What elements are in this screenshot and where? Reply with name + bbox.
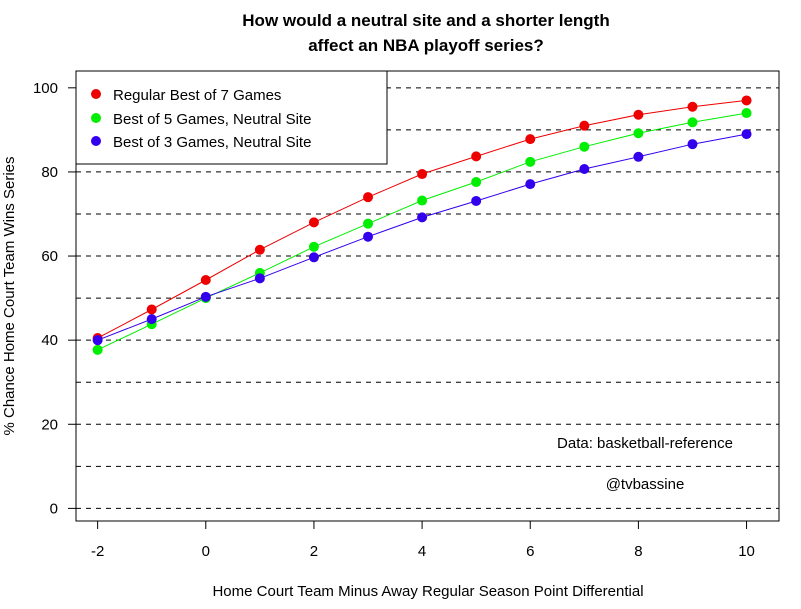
annotation-author: @tvbassine	[606, 476, 685, 493]
y-tick-label-80: 80	[41, 164, 58, 181]
legend-label-regular-best-of-7: Regular Best of 7 Games	[113, 87, 281, 104]
series-2-point--1	[146, 314, 157, 325]
legend-marker-best-of-5-neutral	[91, 113, 101, 123]
series-1-point-4	[417, 195, 428, 206]
series-0-point-0	[200, 275, 211, 286]
series-2-point-1	[254, 273, 265, 284]
series-2-point-10	[741, 129, 752, 140]
series-0-point-5	[471, 151, 482, 162]
series-1-point-10	[741, 108, 752, 119]
x-tick-label-2: 2	[310, 543, 318, 560]
series-2-point-2	[308, 252, 319, 263]
grid-lines	[76, 87, 779, 509]
series-0-point-2	[308, 217, 319, 228]
legend-label-best-of-5-neutral: Best of 5 Games, Neutral Site	[113, 111, 311, 128]
series-2-point-6	[525, 179, 536, 190]
series-2-point-4	[417, 212, 428, 223]
y-tick-label-20: 20	[41, 416, 58, 433]
x-tick-label-4: 4	[418, 543, 426, 560]
series-0-point-10	[741, 95, 752, 106]
legend-label-best-of-3-neutral: Best of 3 Games, Neutral Site	[113, 134, 311, 151]
y-tick-label-0: 0	[50, 500, 58, 517]
y-tick-label-100: 100	[33, 80, 58, 97]
x-tick-label-10: 10	[738, 543, 755, 560]
series-0-point-8	[633, 109, 644, 120]
series-0-point-7	[579, 120, 590, 131]
series-1-point-9	[687, 117, 698, 128]
series-1-point-8	[633, 128, 644, 139]
series-1-point-6	[525, 156, 536, 167]
series-0-point--1	[146, 304, 157, 315]
series-1-point-3	[363, 218, 374, 229]
legend-box	[75, 70, 388, 165]
x-tick-label-0: 0	[202, 543, 210, 560]
series-2-point-9	[687, 139, 698, 150]
series-1-point-7	[579, 141, 590, 152]
legend: Regular Best of 7 Games Best of 5 Games,…	[75, 70, 388, 165]
legend-marker-regular-best-of-7	[91, 89, 101, 99]
series-1-point--2	[92, 344, 103, 355]
series-line-2	[97, 133, 747, 341]
y-tick-label-40: 40	[41, 332, 58, 349]
chart-title-line-2: affect an NBA playoff series?	[308, 36, 544, 55]
series-2-point-8	[633, 151, 644, 162]
series-2-point-0	[200, 291, 211, 302]
y-tick-label-60: 60	[41, 248, 58, 265]
series-1-point-5	[471, 177, 482, 188]
series-2-point-7	[579, 163, 590, 174]
series	[92, 95, 752, 355]
series-1-point-2	[308, 241, 319, 252]
annotation-data-source: Data: basketball-reference	[557, 435, 733, 452]
series-0-point-4	[417, 169, 428, 180]
series-0-point-6	[525, 134, 536, 145]
x-tick-label-8: 8	[634, 543, 642, 560]
x-tick-label-6: 6	[526, 543, 534, 560]
series-0-point-3	[363, 192, 374, 203]
x-tick-label--2: -2	[91, 543, 104, 560]
chart-title-line-1: How would a neutral site and a shorter l…	[242, 11, 609, 30]
y-axis-label: % Chance Home Court Team Wins Series	[1, 157, 18, 436]
series-2-point-3	[363, 231, 374, 242]
series-0-point-9	[687, 101, 698, 112]
series-0-point-1	[254, 244, 265, 255]
series-2-point-5	[471, 195, 482, 206]
series-2-point--2	[92, 335, 103, 346]
x-axis-label: Home Court Team Minus Away Regular Seaso…	[212, 583, 643, 600]
legend-marker-best-of-3-neutral	[91, 136, 101, 146]
